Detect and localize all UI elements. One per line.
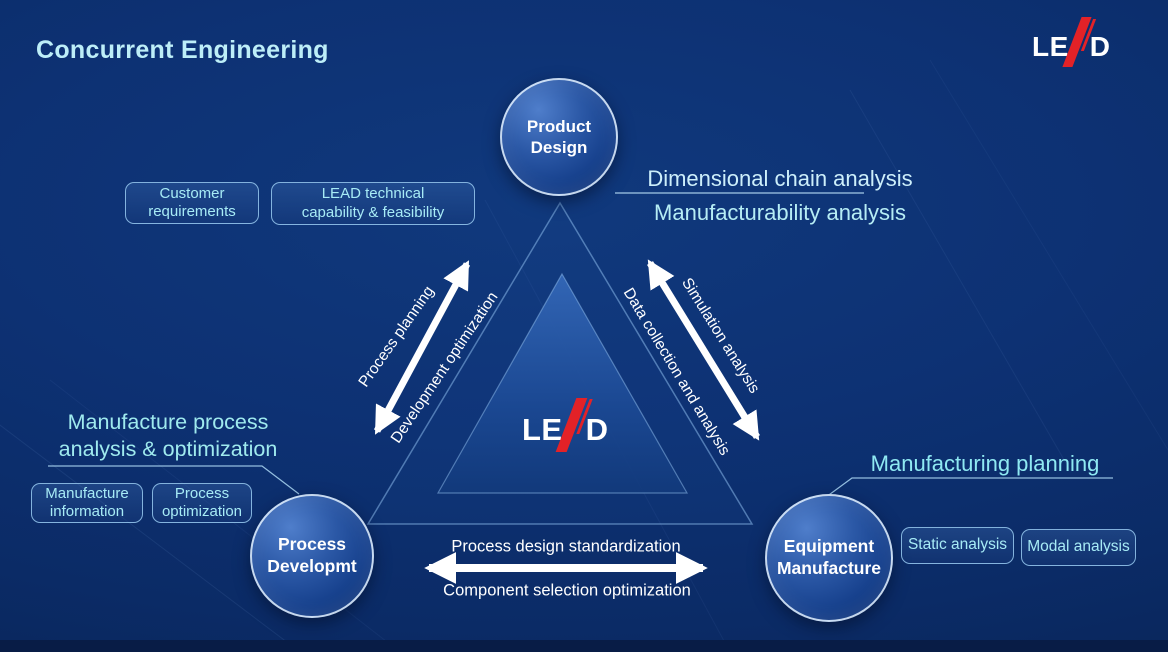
lead-logo-text-right: D: [585, 411, 609, 447]
node-label-line: Equipment: [783, 536, 875, 557]
node-label-line: Manufacture: [776, 558, 882, 578]
lead-logo-text-left: LE: [522, 411, 563, 447]
right-double-arrow: [647, 259, 760, 441]
arrow-label-process-design-standardization: Process design standardization: [451, 537, 681, 556]
tag-lead-technical-capability: LEAD technical capability & feasibility: [271, 182, 475, 225]
node-label-line: Developmt: [267, 556, 357, 576]
tag-modal-analysis: Modal analysis: [1021, 529, 1136, 566]
node-process-development: Process Developmt: [250, 494, 374, 618]
right-callout-line: [821, 477, 1113, 501]
node-product-design: Product Design: [500, 78, 618, 196]
tag-process-optimization: Process optimization: [152, 483, 252, 523]
header-manufacturing-planning: Manufacturing planning: [870, 451, 1100, 476]
node-label-line: Product: [526, 116, 592, 136]
tag-static-analysis: Static analysis: [901, 527, 1014, 564]
lead-logo-center: LE D: [522, 398, 609, 452]
node-label-line: Process: [277, 534, 347, 555]
lead-logo-slash-icon: [555, 398, 593, 452]
node-equipment-manufacture: Equipment Manufacture: [765, 494, 893, 622]
header-dimensional-chain-analysis: Dimensional chain analysis: [647, 166, 913, 191]
lead-logo-text-right: D: [1089, 31, 1111, 63]
header-manufacturability-analysis: Manufacturability analysis: [654, 200, 906, 225]
lead-logo-text-left: LE: [1032, 31, 1069, 63]
inner-triangle: [436, 272, 689, 494]
tag-manufacture-information: Manufacture information: [31, 483, 143, 523]
header-manufacture-process-analysis: Manufacture process analysis & optimizat…: [58, 410, 278, 461]
left-callout-line: [48, 465, 300, 495]
node-label-line: Design: [530, 138, 588, 157]
lead-logo: LE D: [1032, 17, 1111, 67]
arrow-label-component-selection-optimization: Component selection optimization: [443, 581, 691, 600]
lead-logo-slash-icon: [1062, 17, 1096, 67]
footer-bar: [0, 640, 1168, 652]
page-title: Concurrent Engineering: [36, 36, 329, 64]
left-double-arrow: [373, 260, 471, 435]
tag-customer-requirements: Customer requirements: [125, 182, 259, 224]
